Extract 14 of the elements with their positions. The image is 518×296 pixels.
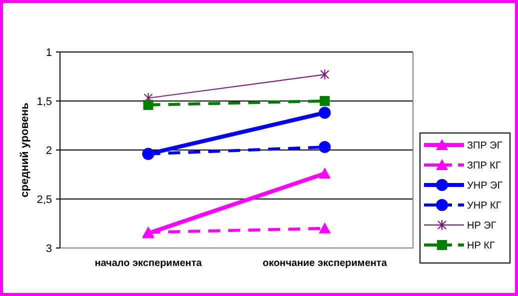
legend-label: ЗПР ЭГ — [467, 140, 503, 152]
legend-label: УНР ЭГ — [467, 180, 504, 192]
y-tick-label: 3 — [46, 242, 52, 255]
x-tick-label: окончание эксперимента — [262, 258, 388, 269]
y-tick-label: 2,5 — [36, 194, 52, 206]
legend-label: НР КГ — [467, 240, 496, 252]
y-tick-label: 2 — [46, 144, 52, 157]
x-tick-label: начало эксперимента — [94, 258, 202, 269]
y-tick-label: 1,5 — [36, 96, 52, 108]
y-axis-title: средний уровень — [19, 102, 31, 198]
legend-label: ЗПР КГ — [467, 160, 502, 172]
y-tick-label: 1 — [46, 46, 52, 59]
legend-label: НР ЭГ — [467, 220, 497, 232]
legend-label: УНР КГ — [467, 200, 502, 212]
